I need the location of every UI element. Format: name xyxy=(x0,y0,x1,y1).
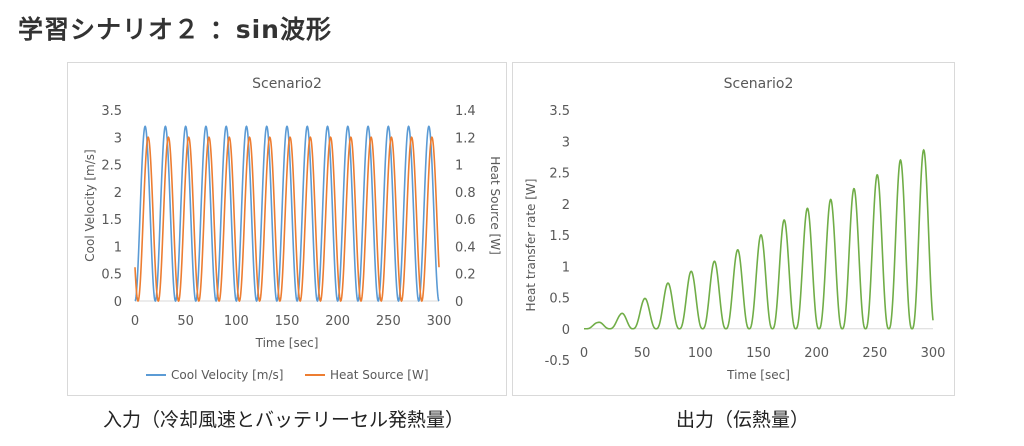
y2-tick-label: 1 xyxy=(455,159,463,174)
x-tick-label: 150 xyxy=(746,346,771,361)
y-tick-label: 0.5 xyxy=(101,268,122,283)
output-chart-svg: Scenario2 0 50 100 150 200 250 300 -0.5 0 0.5 1 1.5 2… xyxy=(524,76,946,382)
y2-tick-label: 0.6 xyxy=(455,213,476,228)
y-tick-label: 2.5 xyxy=(549,167,570,182)
series-line-heat-transfer xyxy=(584,148,934,330)
x-axis-title: Time [sec] xyxy=(726,368,790,382)
caption-output: 出力（伝熱量） xyxy=(676,409,810,431)
y-tick-label: 0 xyxy=(114,295,122,310)
x-tick-label: 100 xyxy=(688,346,713,361)
x-tick-label: 200 xyxy=(325,314,350,329)
y-tick-label: 3.5 xyxy=(101,104,122,119)
y-tick-label: -0.5 xyxy=(545,354,570,369)
y-tick-label: 2.5 xyxy=(101,159,122,174)
x-tick-label: 250 xyxy=(376,314,401,329)
y2-axis-title: Heat Source [W] xyxy=(488,156,502,255)
x-axis-title: Time [sec] xyxy=(255,336,319,350)
x-tick-label: 250 xyxy=(862,346,887,361)
y2-tick-label: 0.8 xyxy=(455,186,476,201)
chart-panel-output: Scenario2 0 50 100 150 200 250 300 -0.5 0 0.5 1 1.5 2… xyxy=(512,62,955,396)
y-tick-label: 1 xyxy=(114,240,122,255)
caption-input: 入力（冷却風速とバッテリーセル発熱量） xyxy=(103,409,465,431)
y-tick-label: 1 xyxy=(562,260,570,275)
y-axis-title: Cool Velocity [m/s] xyxy=(83,149,97,261)
x-tick-label: 300 xyxy=(921,346,946,361)
chart-title: Scenario2 xyxy=(252,76,322,92)
y-tick-label: 0 xyxy=(562,323,570,338)
series-line-heat-source xyxy=(134,136,440,303)
x-tick-label: 50 xyxy=(634,346,651,361)
legend-label: Cool Velocity [m/s] xyxy=(171,368,283,382)
x-tick-label: 50 xyxy=(177,314,194,329)
chart-panel-input: Scenario2 0 50 100 150 200 250 300 0 0.5 1 1.5 2 2.5 3… xyxy=(67,62,507,396)
y-tick-label: 1.5 xyxy=(101,213,122,228)
y-axis-title: Heat transfer rate [W] xyxy=(524,179,538,312)
y-tick-label: 3 xyxy=(562,135,570,150)
y-tick-label: 3 xyxy=(114,131,122,146)
chart-title: Scenario2 xyxy=(724,76,794,92)
series-line-cool-velocity xyxy=(134,125,440,303)
x-tick-label: 300 xyxy=(427,314,452,329)
x-tick-label: 0 xyxy=(131,314,139,329)
y-tick-label: 2 xyxy=(114,186,122,201)
y-tick-label: 1.5 xyxy=(549,229,570,244)
y2-tick-label: 0.4 xyxy=(455,240,476,255)
y2-tick-label: 1.4 xyxy=(455,104,476,119)
x-tick-label: 150 xyxy=(275,314,300,329)
y2-tick-label: 0.2 xyxy=(455,268,476,283)
legend-label: Heat Source [W] xyxy=(330,368,429,382)
slide-title: 学習シナリオ２ ：sin波形 xyxy=(18,15,332,44)
x-tick-label: 200 xyxy=(804,346,829,361)
y2-tick-label: 1.2 xyxy=(455,131,476,146)
x-tick-label: 0 xyxy=(580,346,588,361)
y2-tick-label: 0 xyxy=(455,295,463,310)
y-tick-label: 0.5 xyxy=(549,292,570,307)
y-tick-label: 3.5 xyxy=(549,104,570,119)
y-tick-label: 2 xyxy=(562,198,570,213)
x-tick-label: 100 xyxy=(224,314,249,329)
